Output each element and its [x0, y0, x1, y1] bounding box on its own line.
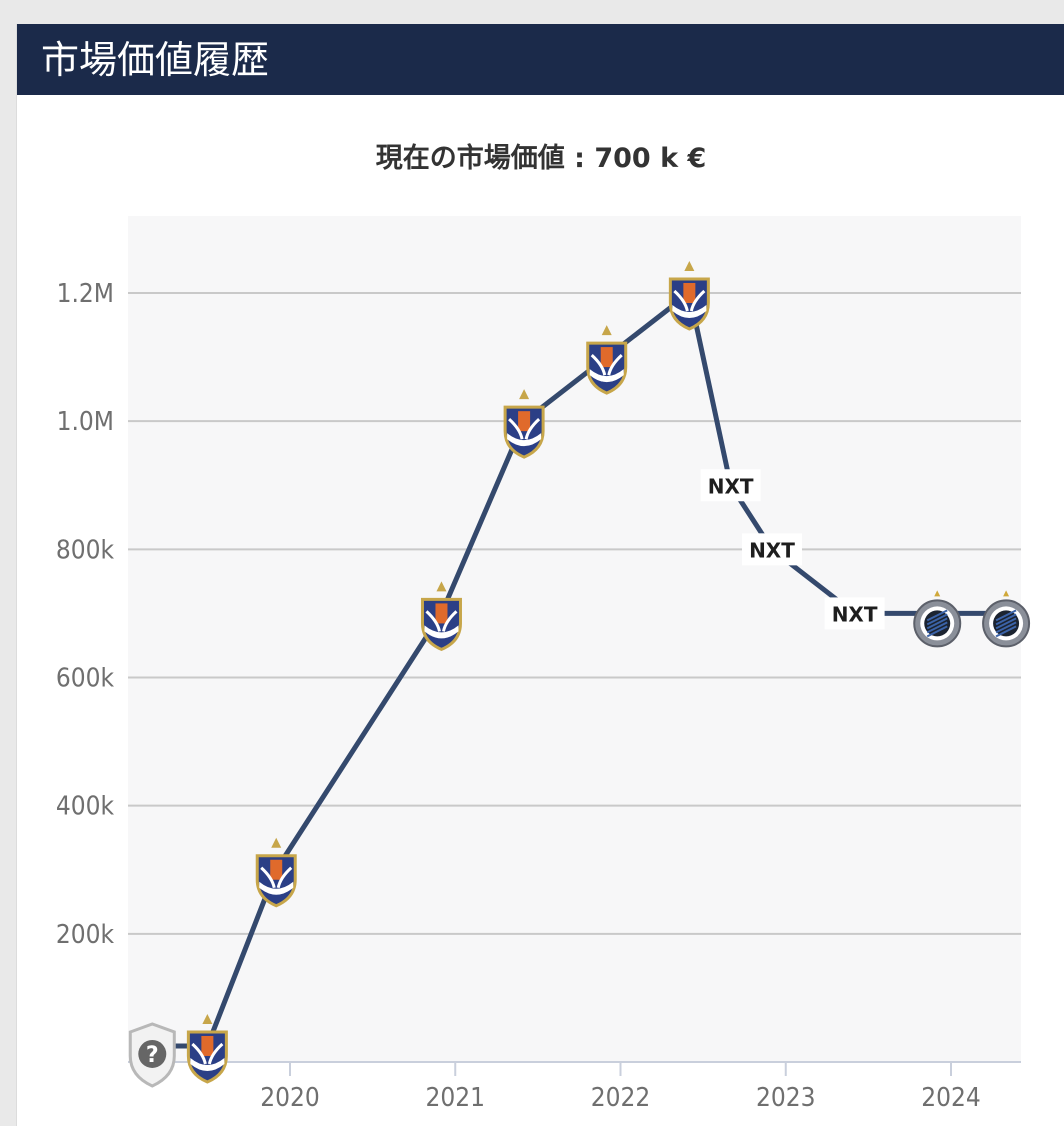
current-value-label: 現在の市場価値 :	[375, 143, 585, 174]
club-a-crest-icon[interactable]	[668, 261, 710, 331]
club-a-crest-icon[interactable]	[420, 581, 462, 652]
x-tick-label: 2022	[591, 1083, 651, 1113]
y-tick-label: 600k	[56, 664, 115, 694]
x-tick-label: 2023	[756, 1083, 816, 1113]
y-tick-label: 800k	[56, 535, 115, 565]
svg-text:?: ?	[146, 1043, 159, 1068]
y-tick-label: 400k	[56, 792, 115, 822]
svg-text:NXT: NXT	[749, 538, 795, 562]
x-tick-label: 2020	[260, 1083, 320, 1113]
club-brugge-crest-icon[interactable]	[982, 590, 1031, 648]
x-tick-label: 2021	[425, 1083, 485, 1113]
svg-text:NXT: NXT	[708, 474, 754, 498]
y-tick-label: 1.2M	[57, 279, 114, 309]
club-a-crest-icon[interactable]	[503, 389, 545, 459]
x-tick-label: 2024	[921, 1083, 981, 1113]
unknown-club-icon[interactable]: ?	[128, 1022, 176, 1088]
y-tick-label: 200k	[56, 920, 115, 950]
club-nxt-logo-icon[interactable]: NXT	[700, 469, 761, 502]
club-a-crest-icon[interactable]	[255, 837, 297, 908]
club-nxt-logo-icon[interactable]: NXT	[824, 597, 885, 630]
card-title: 市場価値履歴	[41, 38, 270, 82]
current-market-value: 現在の市場価値 : 700 k €	[17, 136, 1064, 175]
current-value-amount: 700 k €	[594, 143, 707, 174]
plot-area	[128, 216, 1021, 1062]
club-a-crest-icon[interactable]	[186, 1013, 228, 1084]
y-tick-label: 1.0M	[57, 407, 114, 437]
club-brugge-crest-icon[interactable]	[913, 590, 962, 648]
club-a-crest-icon[interactable]	[586, 325, 628, 395]
club-nxt-logo-icon[interactable]: NXT	[741, 533, 802, 566]
svg-text:NXT: NXT	[832, 602, 878, 626]
card-header: 市場価値履歴	[17, 24, 1064, 95]
